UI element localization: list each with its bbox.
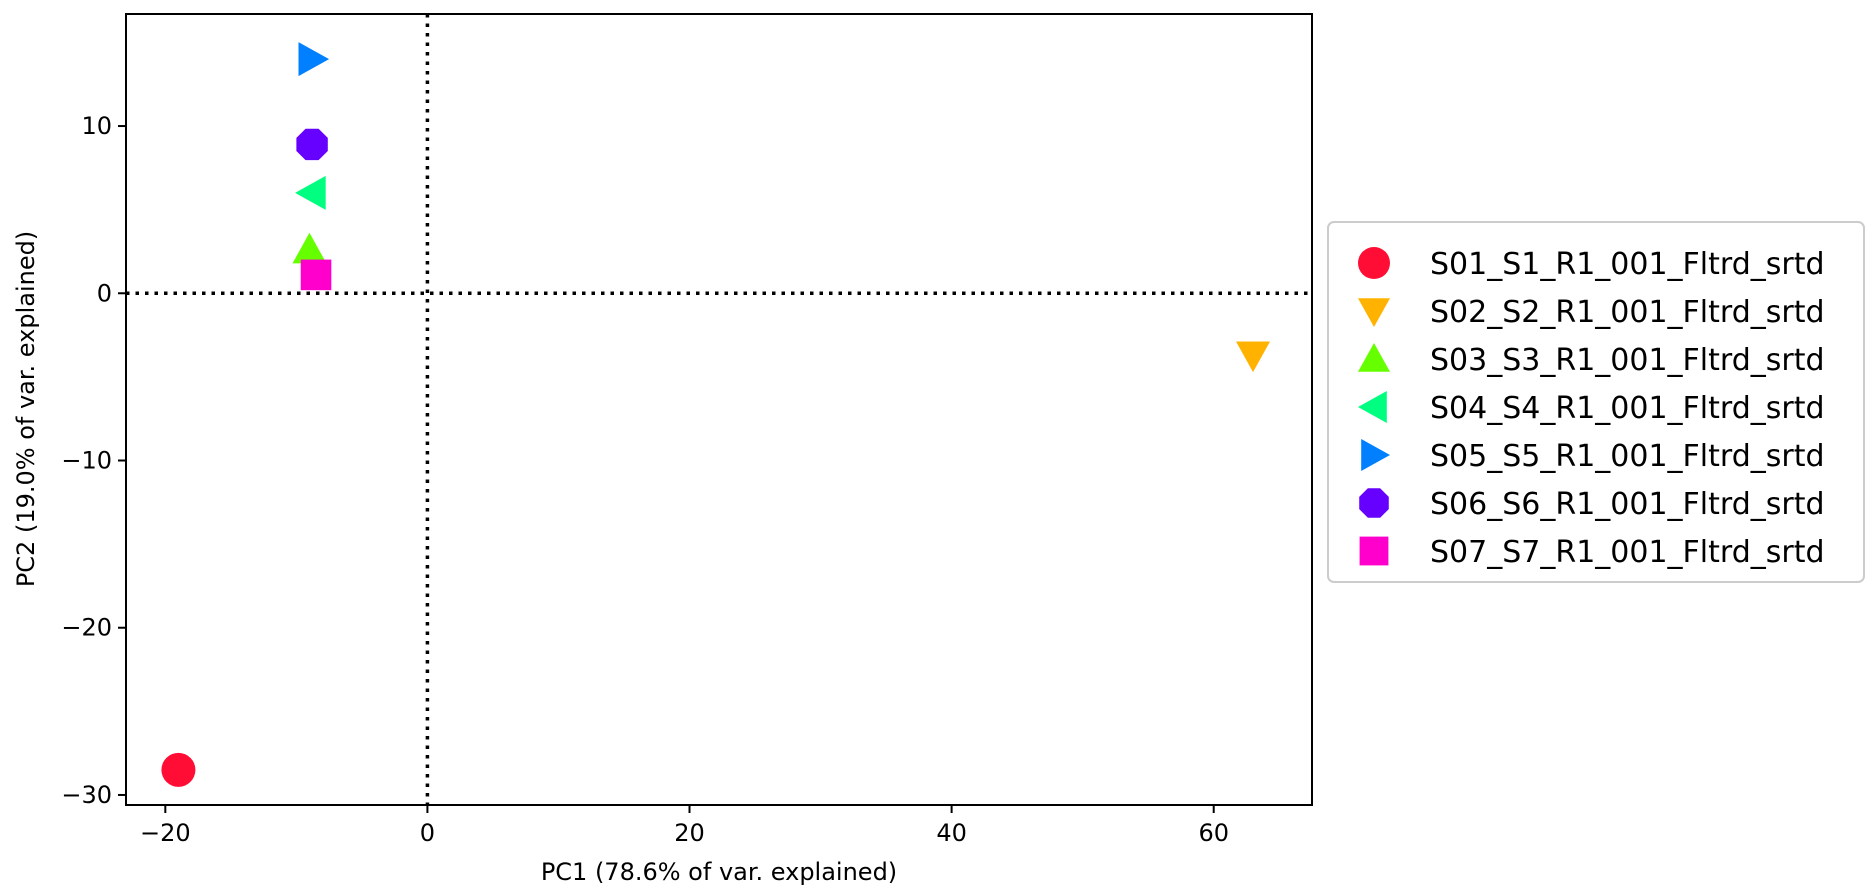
legend-marker-04 xyxy=(1358,391,1387,423)
legend-box xyxy=(1327,221,1865,583)
data-point-02 xyxy=(1236,341,1271,373)
legend-label: S06_S6_R1_001_Fltrd_srtd xyxy=(1430,487,1825,522)
data-point-06 xyxy=(296,128,328,161)
legend-label: S05_S5_R1_001_Fltrd_srtd xyxy=(1430,439,1825,474)
data-point-03 xyxy=(292,232,327,264)
data-points xyxy=(161,42,1271,787)
x-tick-label: −20 xyxy=(140,819,191,847)
x-axis-label: PC1 (78.6% of var. explained) xyxy=(541,858,897,886)
legend: S01_S1_R1_001_Fltrd_srtd S02_S2_R1_001_Fl… xyxy=(1327,221,1865,583)
y-axis-label: PC2 (19.0% of var. explained) xyxy=(12,231,40,587)
legend-label: S07_S7_R1_001_Fltrd_srtd xyxy=(1430,535,1825,570)
legend-marker-07 xyxy=(1359,536,1389,566)
legend-marker-02 xyxy=(1358,298,1390,327)
data-point-05 xyxy=(298,42,330,77)
x-axis: −20 0 20 40 60 xyxy=(140,805,1229,847)
legend-marker-03 xyxy=(1358,343,1390,372)
data-point-04 xyxy=(295,175,326,210)
legend-label: S03_S3_R1_001_Fltrd_srtd xyxy=(1430,343,1825,378)
legend-marker-01 xyxy=(1358,247,1390,279)
plot-frame xyxy=(125,13,1313,806)
x-tick-label: 0 xyxy=(420,819,435,847)
legend-label: S01_S1_R1_001_Fltrd_srtd xyxy=(1430,247,1825,282)
reference-lines xyxy=(126,14,1312,805)
x-tick-label: 40 xyxy=(936,819,967,847)
y-tick-label: −20 xyxy=(61,614,112,642)
x-tick-label: 20 xyxy=(674,819,705,847)
legend-marker-06 xyxy=(1359,488,1389,518)
legend-label: S02_S2_R1_001_Fltrd_srtd xyxy=(1430,295,1825,330)
plot-area xyxy=(125,13,1313,806)
data-point-07 xyxy=(300,259,332,291)
y-tick-label: 0 xyxy=(97,279,112,307)
x-tick-label: 60 xyxy=(1198,819,1229,847)
data-point-01 xyxy=(161,752,196,787)
legend-marker-05 xyxy=(1361,439,1390,471)
y-tick-label: 10 xyxy=(81,112,112,140)
y-tick-label: −10 xyxy=(61,447,112,475)
legend-label: S04_S4_R1_001_Fltrd_srtd xyxy=(1430,391,1825,426)
y-tick-label: −30 xyxy=(61,781,112,809)
y-axis: −30 −20 −10 0 10 xyxy=(61,112,126,809)
